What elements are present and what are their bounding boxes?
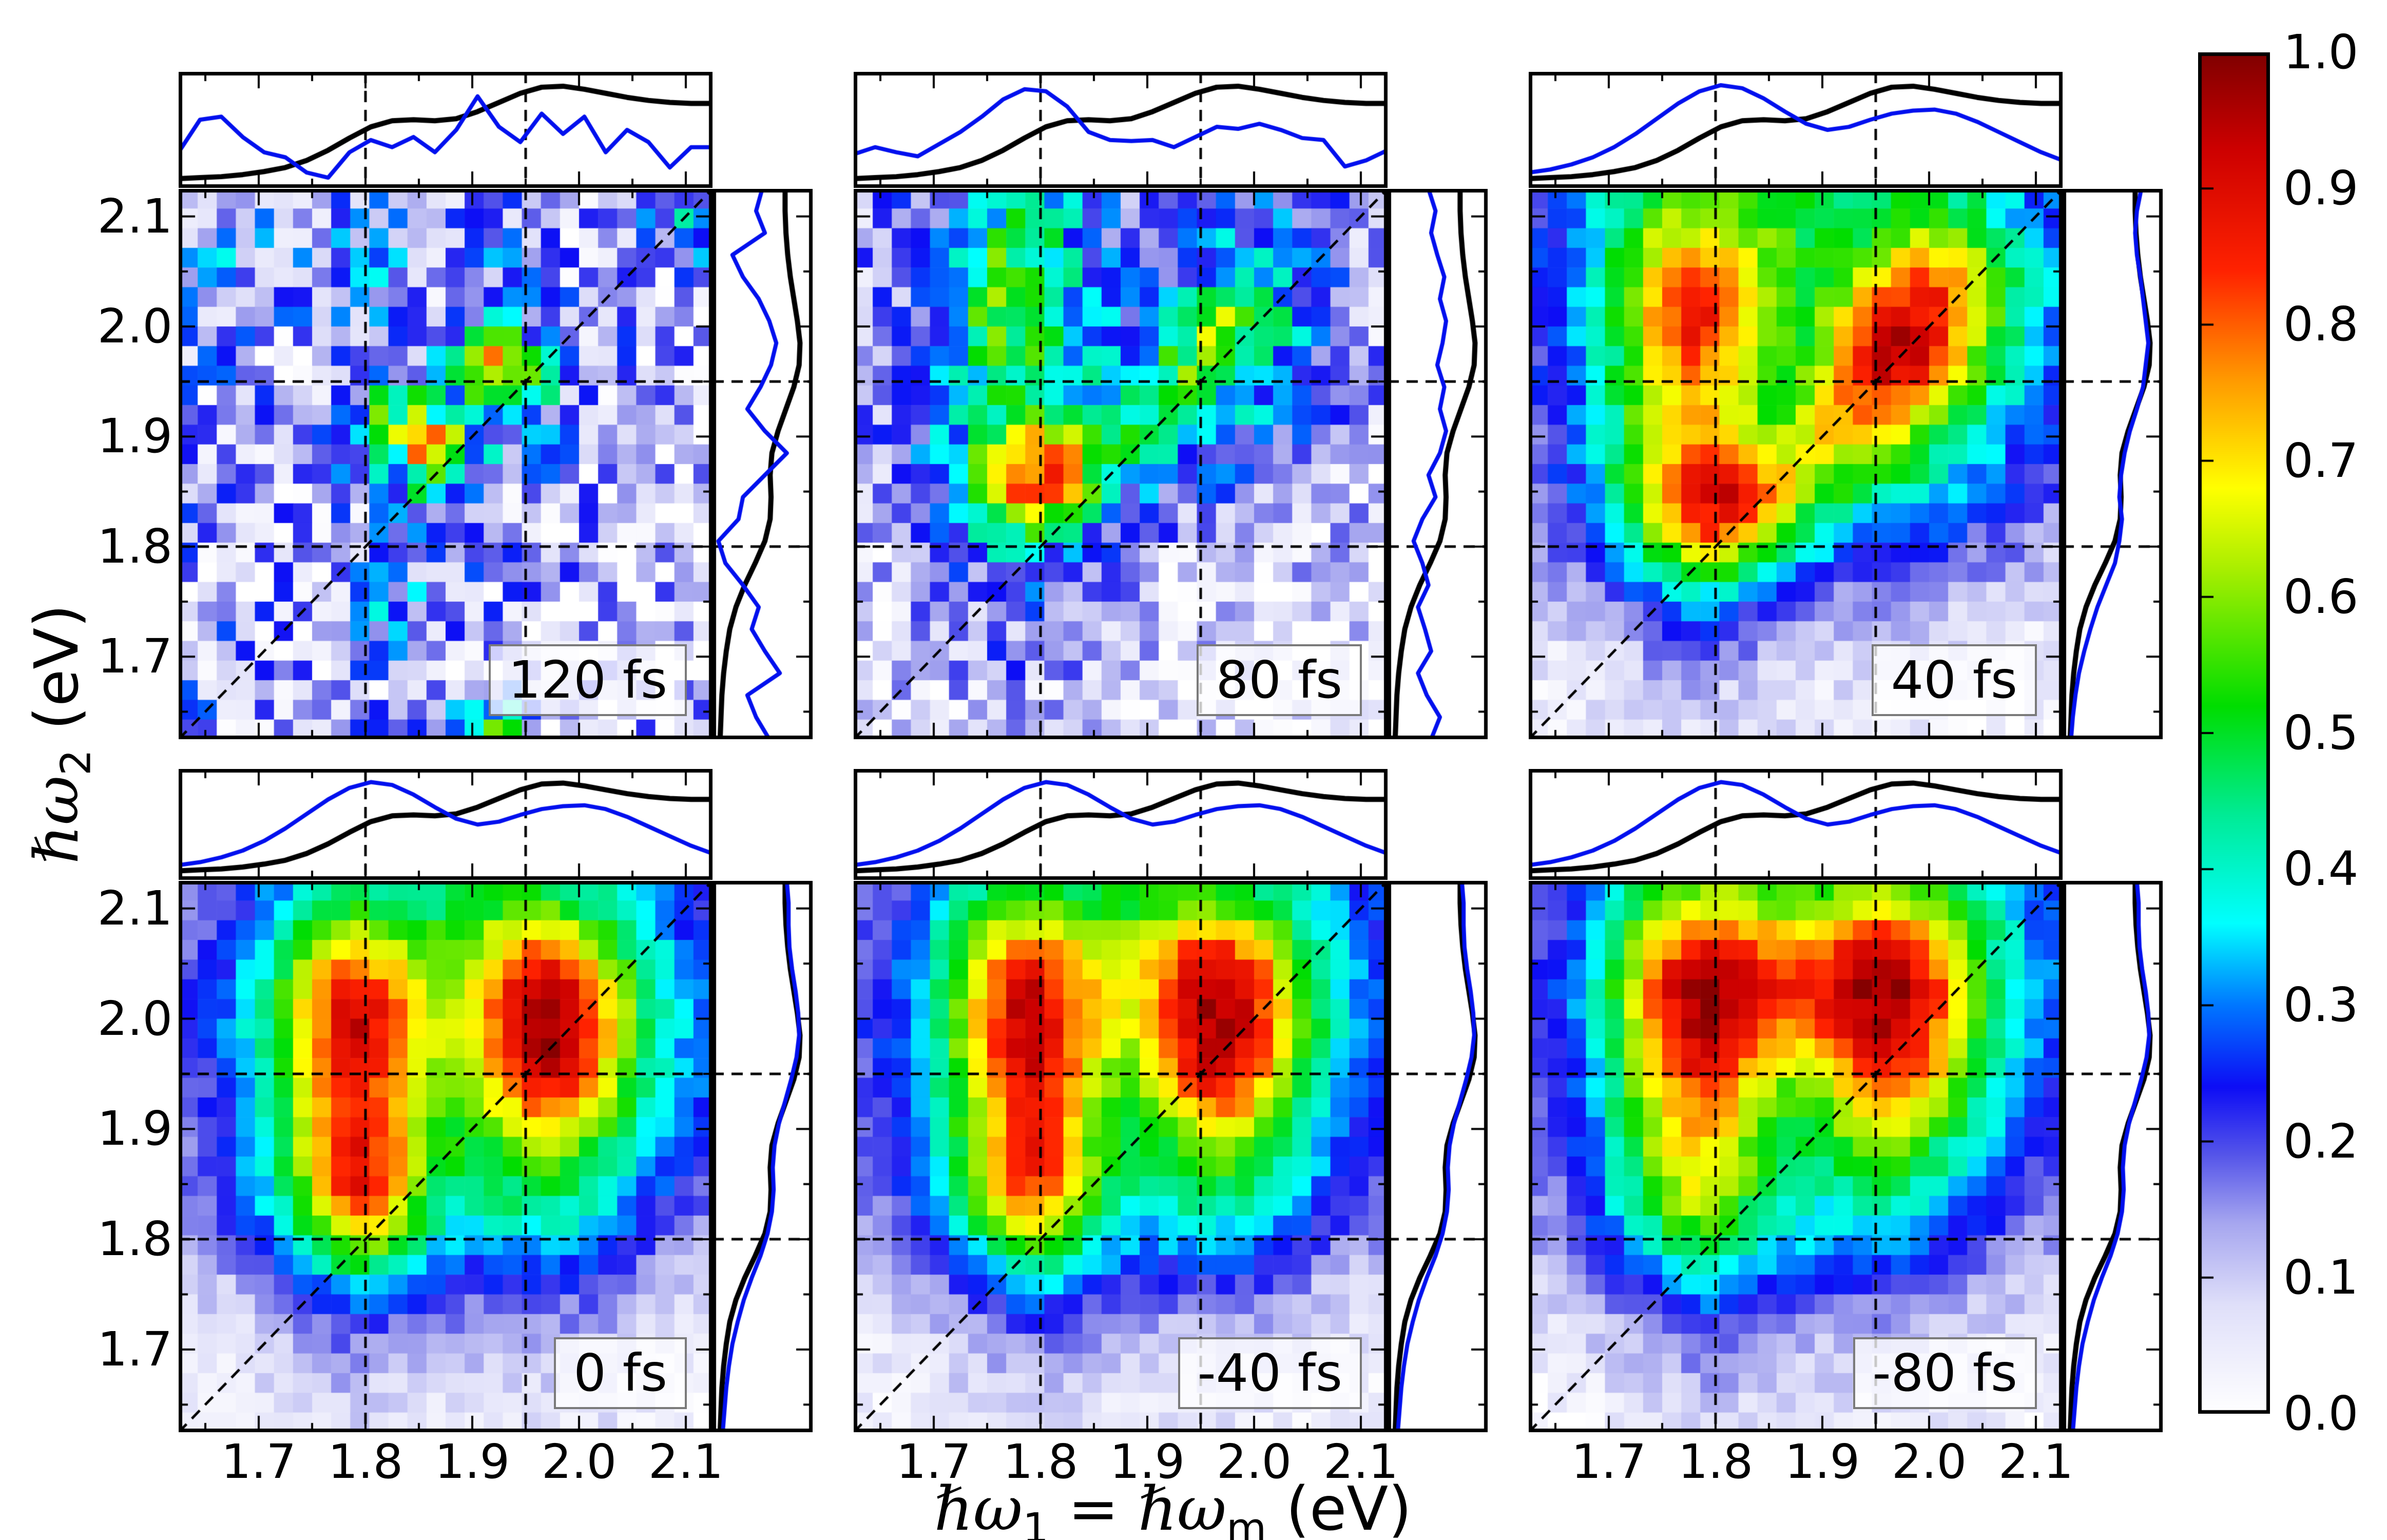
colorbar-tick-label: 0.5: [2283, 705, 2359, 760]
x-tick-label: 2.1: [1998, 1434, 2074, 1489]
colorbar-tick-label: 0.3: [2283, 977, 2359, 1033]
right-marginal-40-fs: [2063, 189, 2163, 739]
x-axis-label-sub2: m: [1226, 1504, 1267, 1540]
top-marginal--40-fs: [854, 769, 1388, 880]
x-axis-label-math2: ℏω: [1138, 1473, 1227, 1540]
colorbar-tick-label: 0.2: [2283, 1113, 2359, 1169]
colorbar: [2198, 52, 2270, 1414]
y-tick-label: 2.0: [97, 299, 172, 354]
time-delay-label: 0 fs: [554, 1337, 687, 1409]
y-axis-label-math: ℏω: [21, 775, 92, 864]
x-tick-label: 1.9: [1784, 1434, 1860, 1489]
colorbar-tick-label: 0.0: [2283, 1386, 2359, 1441]
x-tick-label: 1.7: [896, 1434, 972, 1489]
x-tick-label: 2.0: [1216, 1434, 1292, 1489]
x-axis-label-unit: (eV): [1266, 1473, 1412, 1540]
x-tick-label: 1.7: [221, 1434, 297, 1489]
right-marginal-80-fs: [1388, 189, 1488, 739]
top-marginal-120-fs: [179, 72, 713, 188]
time-delay-label: 120 fs: [489, 644, 687, 716]
colorbar-tick-label: 0.8: [2283, 297, 2359, 352]
y-tick-label: 2.1: [97, 880, 172, 936]
x-tick-label: 1.8: [1003, 1434, 1079, 1489]
colorbar-tick-label: 1.0: [2283, 25, 2359, 80]
x-tick-label: 1.7: [1571, 1434, 1647, 1489]
top-marginal-0-fs: [179, 769, 713, 880]
right-marginal-120-fs: [713, 189, 813, 739]
colorbar-tick-label: 0.7: [2283, 433, 2359, 488]
x-tick-label: 1.8: [328, 1434, 403, 1489]
x-tick-label: 2.0: [541, 1434, 617, 1489]
y-tick-label: 1.7: [97, 1321, 172, 1377]
y-tick-label: 1.7: [97, 629, 172, 684]
x-tick-label: 2.1: [1323, 1434, 1399, 1489]
x-tick-label: 2.1: [648, 1434, 724, 1489]
x-tick-label: 1.8: [1678, 1434, 1754, 1489]
colorbar-tick-label: 0.9: [2283, 161, 2359, 216]
x-tick-label: 1.9: [434, 1434, 510, 1489]
y-axis-label: ℏω2 (eV): [21, 604, 100, 864]
x-axis-label-eq: =: [1049, 1473, 1138, 1540]
x-axis-label-math1: ℏω: [934, 1473, 1023, 1540]
top-marginal-80-fs: [854, 72, 1388, 188]
y-tick-label: 1.9: [97, 409, 172, 464]
colorbar-tick-label: 0.1: [2283, 1249, 2359, 1305]
time-delay-label: -80 fs: [1853, 1337, 2037, 1409]
x-axis-label: ℏω1 = ℏωm (eV): [934, 1478, 1412, 1540]
y-axis-label-sub: 2: [52, 749, 100, 776]
y-tick-label: 1.8: [97, 518, 172, 574]
colorbar-tick-label: 0.4: [2283, 841, 2359, 897]
x-axis-label-sub1: 1: [1022, 1504, 1049, 1540]
time-delay-label: 80 fs: [1196, 644, 1362, 716]
right-marginal-0-fs: [713, 881, 813, 1432]
y-tick-label: 1.9: [97, 1101, 172, 1157]
colorbar-tick-label: 0.6: [2283, 569, 2359, 624]
top-marginal--80-fs: [1529, 769, 2063, 880]
time-delay-label: 40 fs: [1871, 644, 2037, 716]
right-marginal--40-fs: [1388, 881, 1488, 1432]
x-tick-label: 1.9: [1109, 1434, 1185, 1489]
x-tick-label: 2.0: [1891, 1434, 1967, 1489]
time-delay-label: -40 fs: [1178, 1337, 1362, 1409]
y-tick-label: 2.1: [97, 188, 172, 244]
y-axis-label-unit: (eV): [21, 604, 92, 749]
y-tick-label: 2.0: [97, 991, 172, 1046]
top-marginal-40-fs: [1529, 72, 2063, 188]
right-marginal--80-fs: [2063, 881, 2163, 1432]
y-tick-label: 1.8: [97, 1211, 172, 1267]
